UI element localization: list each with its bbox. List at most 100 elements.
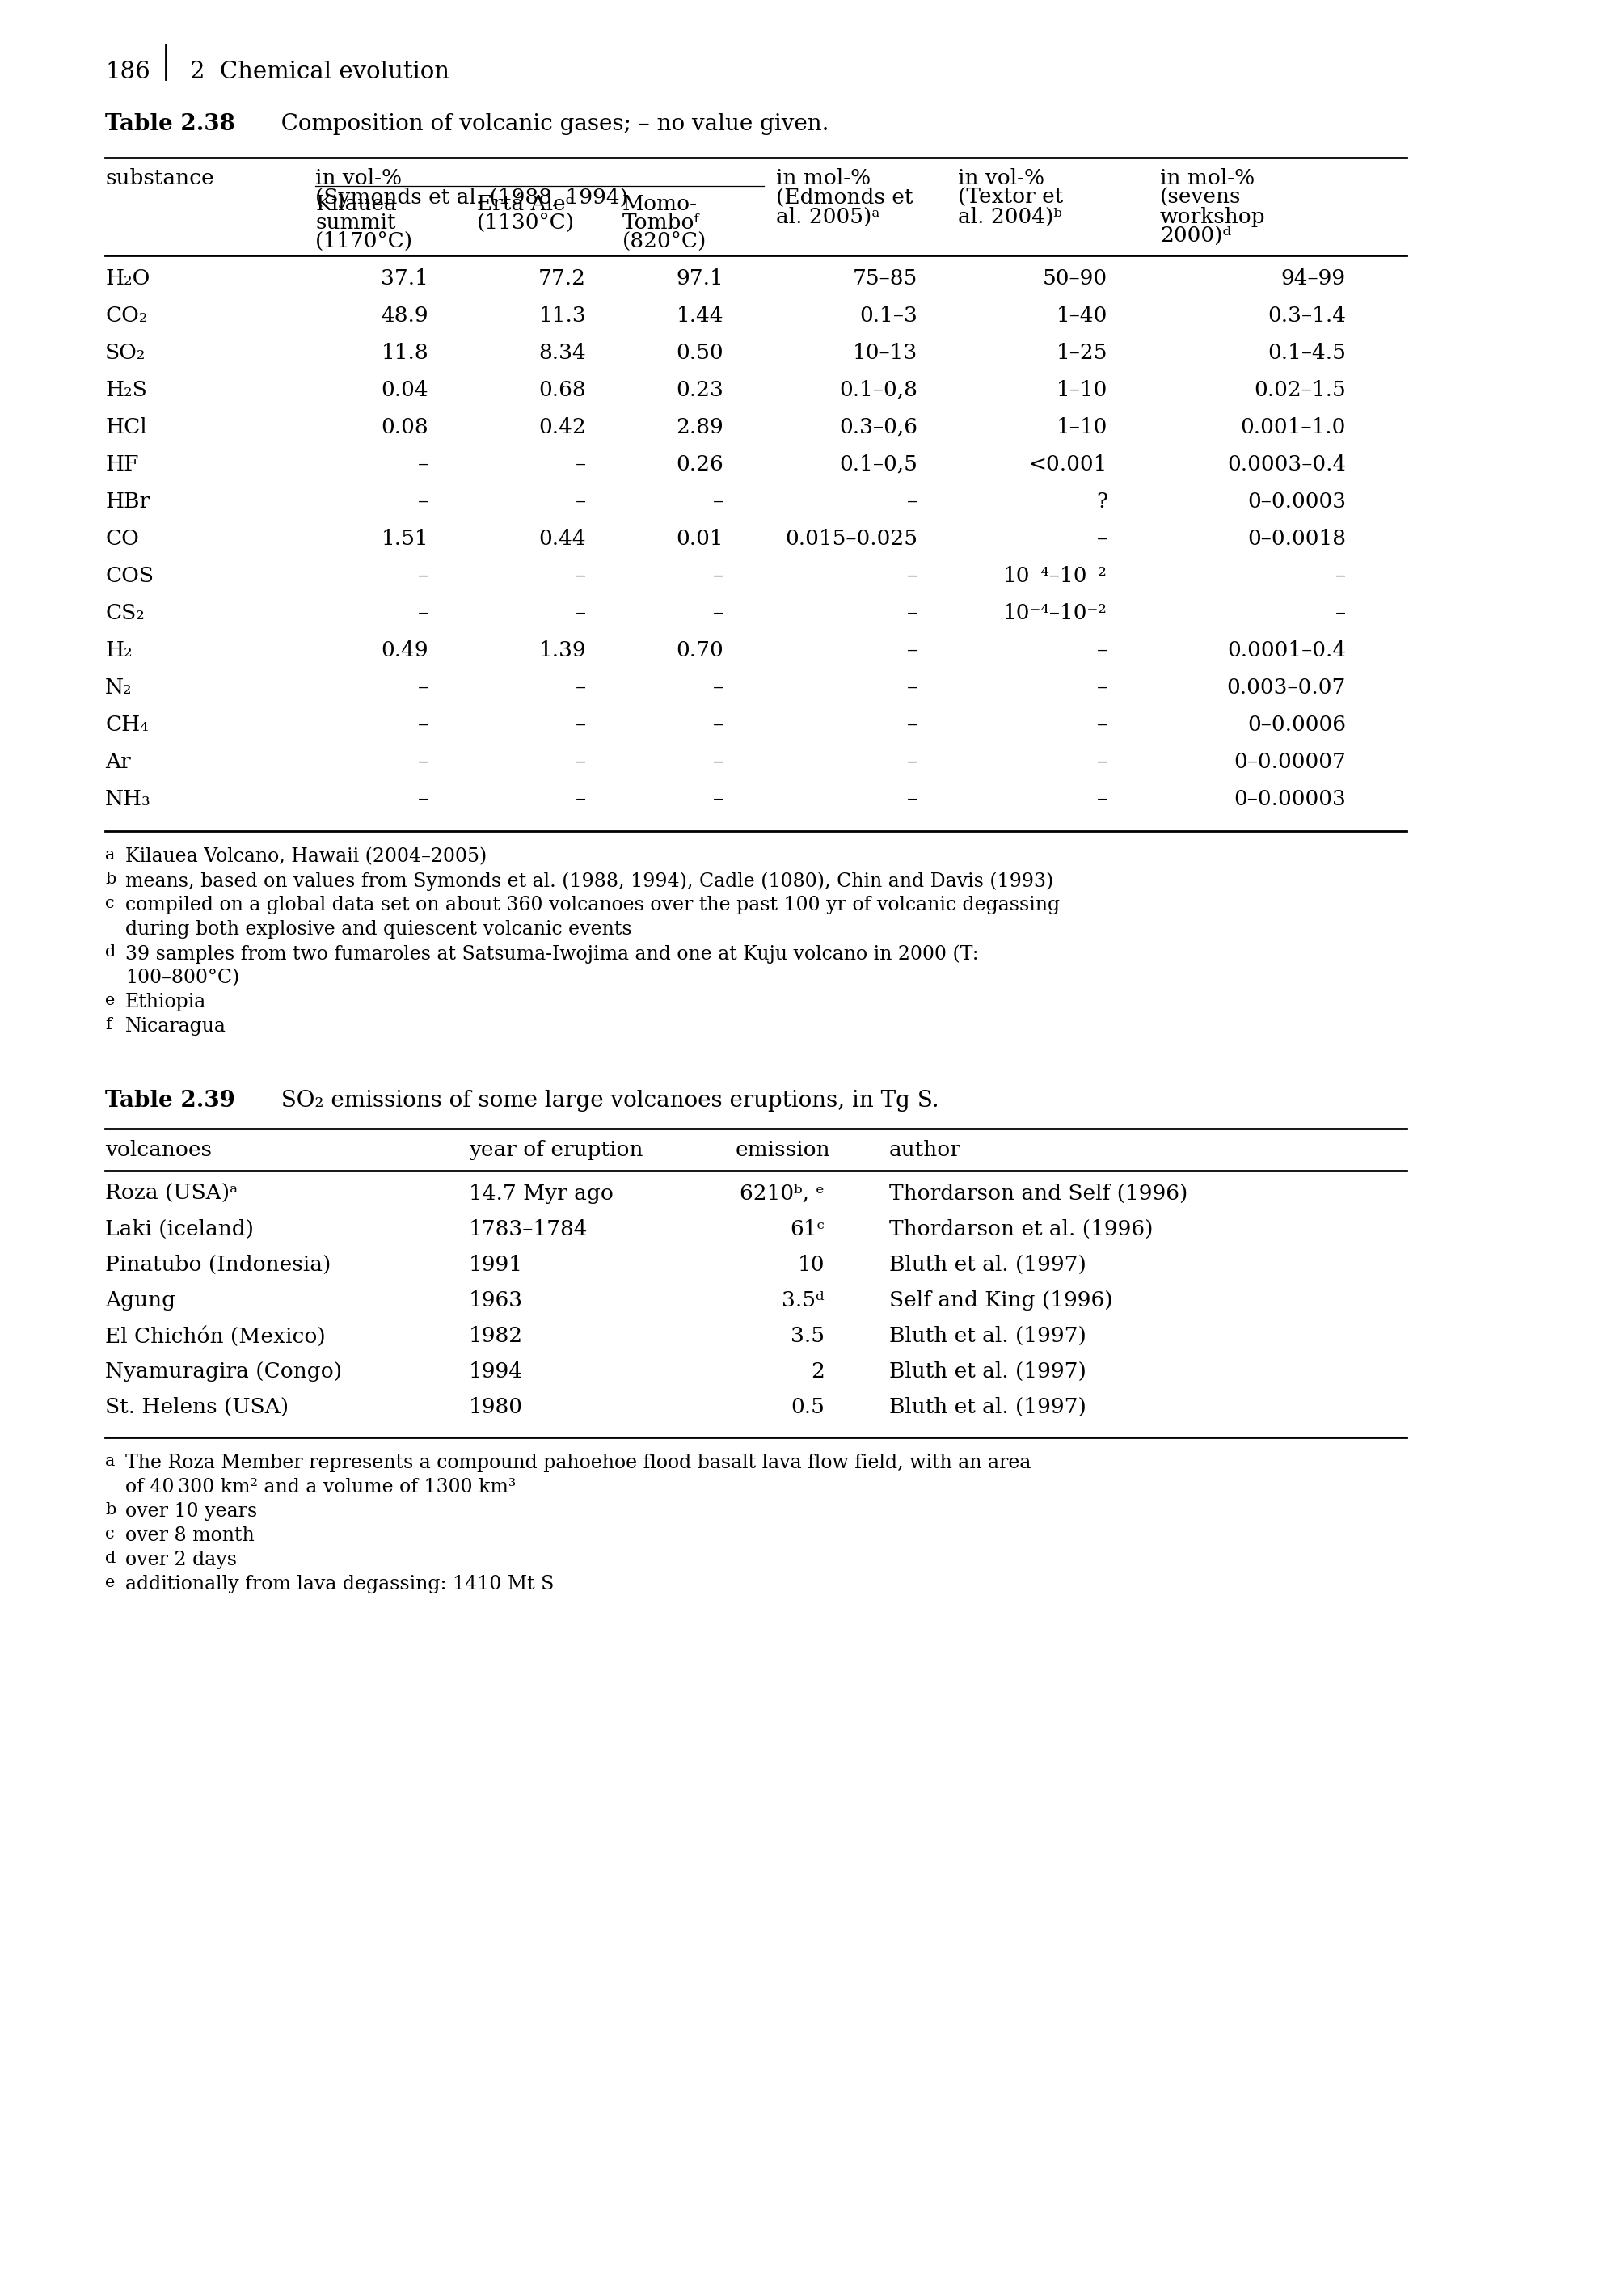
Text: author: author <box>890 1139 961 1160</box>
Text: –: – <box>906 566 918 587</box>
Text: of 40 300 km² and a volume of 1300 km³: of 40 300 km² and a volume of 1300 km³ <box>125 1478 516 1497</box>
Text: 0.3–1.4: 0.3–1.4 <box>1267 305 1346 325</box>
Text: –: – <box>713 715 723 736</box>
Text: 37.1: 37.1 <box>382 268 429 289</box>
Text: (1170°C): (1170°C) <box>315 231 412 252</box>
Text: H₂: H₂ <box>106 639 132 660</box>
Text: –: – <box>906 678 918 697</box>
Text: CO: CO <box>106 529 140 550</box>
Text: –: – <box>906 715 918 736</box>
Text: CS₂: CS₂ <box>106 603 145 623</box>
Text: 0.1–3: 0.1–3 <box>859 305 918 325</box>
Text: –: – <box>417 788 429 809</box>
Text: Bluth et al. (1997): Bluth et al. (1997) <box>890 1398 1086 1416</box>
Text: Laki (iceland): Laki (iceland) <box>106 1219 253 1240</box>
Text: 94–99: 94–99 <box>1281 268 1346 289</box>
Text: COS: COS <box>106 566 154 587</box>
Text: al. 2004)ᵇ: al. 2004)ᵇ <box>958 206 1062 227</box>
Text: 1991: 1991 <box>469 1254 523 1274</box>
Text: Ar: Ar <box>106 752 132 772</box>
Text: 0.0001–0.4: 0.0001–0.4 <box>1228 639 1346 660</box>
Text: 1980: 1980 <box>469 1398 523 1416</box>
Text: compiled on a global data set on about 360 volcanoes over the past 100 yr of vol: compiled on a global data set on about 3… <box>125 896 1060 915</box>
Text: –: – <box>575 454 586 474</box>
Text: 0.68: 0.68 <box>539 380 586 401</box>
Text: 0.0003–0.4: 0.0003–0.4 <box>1226 454 1346 474</box>
Text: –: – <box>1096 715 1108 736</box>
Text: volcanoes: volcanoes <box>106 1139 211 1160</box>
Text: al. 2005)ᵃ: al. 2005)ᵃ <box>776 206 880 227</box>
Text: H₂S: H₂S <box>106 380 146 401</box>
Text: workshop: workshop <box>1160 206 1265 227</box>
Text: N₂: N₂ <box>106 678 132 697</box>
Text: f: f <box>106 1018 112 1031</box>
Text: Bluth et al. (1997): Bluth et al. (1997) <box>890 1361 1086 1382</box>
Text: –: – <box>417 715 429 736</box>
Text: 1.51: 1.51 <box>382 529 429 550</box>
Text: 97.1: 97.1 <box>676 268 723 289</box>
Text: 1994: 1994 <box>469 1361 523 1382</box>
Text: 0.08: 0.08 <box>382 417 429 438</box>
Text: 0–0.00007: 0–0.00007 <box>1234 752 1346 772</box>
Text: –: – <box>1335 603 1346 623</box>
Text: 1783–1784: 1783–1784 <box>469 1219 588 1240</box>
Text: 100–800°C): 100–800°C) <box>125 970 239 988</box>
Text: 1–10: 1–10 <box>1056 417 1108 438</box>
Text: over 8 month: over 8 month <box>125 1526 255 1545</box>
Text: The Roza Member represents a compound pahoehoe flood basalt lava flow field, wit: The Roza Member represents a compound pa… <box>125 1453 1031 1471</box>
Text: –: – <box>1096 639 1108 660</box>
Text: –: – <box>713 752 723 772</box>
Text: d: d <box>106 944 115 960</box>
Text: d: d <box>106 1552 115 1565</box>
Text: Tomboᶠ: Tomboᶠ <box>622 213 700 234</box>
Text: in vol-%: in vol-% <box>315 167 401 188</box>
Text: 0–0.0003: 0–0.0003 <box>1247 490 1346 511</box>
Text: –: – <box>906 603 918 623</box>
Text: –: – <box>906 752 918 772</box>
Text: e: e <box>106 992 115 1008</box>
Text: –: – <box>575 715 586 736</box>
Text: –: – <box>417 603 429 623</box>
Text: Kilauea: Kilauea <box>315 195 396 213</box>
Text: 11.3: 11.3 <box>539 305 586 325</box>
Text: 3.5ᵈ: 3.5ᵈ <box>783 1290 825 1311</box>
Text: 6210ᵇ, ᵉ: 6210ᵇ, ᵉ <box>741 1183 825 1203</box>
Text: 2: 2 <box>810 1361 825 1382</box>
Text: 0.42: 0.42 <box>539 417 586 438</box>
Text: –: – <box>575 788 586 809</box>
Text: emission: emission <box>736 1139 831 1160</box>
Text: –: – <box>417 490 429 511</box>
Text: Ertá Aleᵉ: Ertá Aleᵉ <box>477 195 573 213</box>
Text: –: – <box>575 603 586 623</box>
Text: 50–90: 50–90 <box>1043 268 1108 289</box>
Text: –: – <box>713 603 723 623</box>
Text: 0–0.00003: 0–0.00003 <box>1234 788 1346 809</box>
Text: 0.02–1.5: 0.02–1.5 <box>1254 380 1346 401</box>
Text: 0.50: 0.50 <box>676 344 723 362</box>
Text: 2.89: 2.89 <box>676 417 723 438</box>
Text: ?: ? <box>1096 490 1108 511</box>
Text: Table 2.39: Table 2.39 <box>106 1089 235 1112</box>
Text: 186: 186 <box>106 60 149 83</box>
Text: 2  Chemical evolution: 2 Chemical evolution <box>190 60 450 83</box>
Text: Bluth et al. (1997): Bluth et al. (1997) <box>890 1325 1086 1345</box>
Text: –: – <box>906 639 918 660</box>
Text: Composition of volcanic gases; – no value given.: Composition of volcanic gases; – no valu… <box>266 112 828 135</box>
Text: 77.2: 77.2 <box>539 268 586 289</box>
Text: 10⁻⁴–10⁻²: 10⁻⁴–10⁻² <box>1004 566 1108 587</box>
Text: –: – <box>713 566 723 587</box>
Text: Table 2.38: Table 2.38 <box>106 112 235 135</box>
Text: Pinatubo (Indonesia): Pinatubo (Indonesia) <box>106 1254 331 1274</box>
Text: 0.015–0.025: 0.015–0.025 <box>784 529 918 550</box>
Text: 75–85: 75–85 <box>853 268 918 289</box>
Text: in mol-%: in mol-% <box>1160 167 1255 188</box>
Text: <0.001: <0.001 <box>1028 454 1108 474</box>
Text: –: – <box>575 752 586 772</box>
Text: Nicaragua: Nicaragua <box>125 1018 226 1036</box>
Text: –: – <box>906 788 918 809</box>
Text: 61ᶜ: 61ᶜ <box>789 1219 825 1240</box>
Text: 0.70: 0.70 <box>676 639 723 660</box>
Text: in vol-%: in vol-% <box>958 167 1044 188</box>
Text: –: – <box>417 566 429 587</box>
Text: 10⁻⁴–10⁻²: 10⁻⁴–10⁻² <box>1004 603 1108 623</box>
